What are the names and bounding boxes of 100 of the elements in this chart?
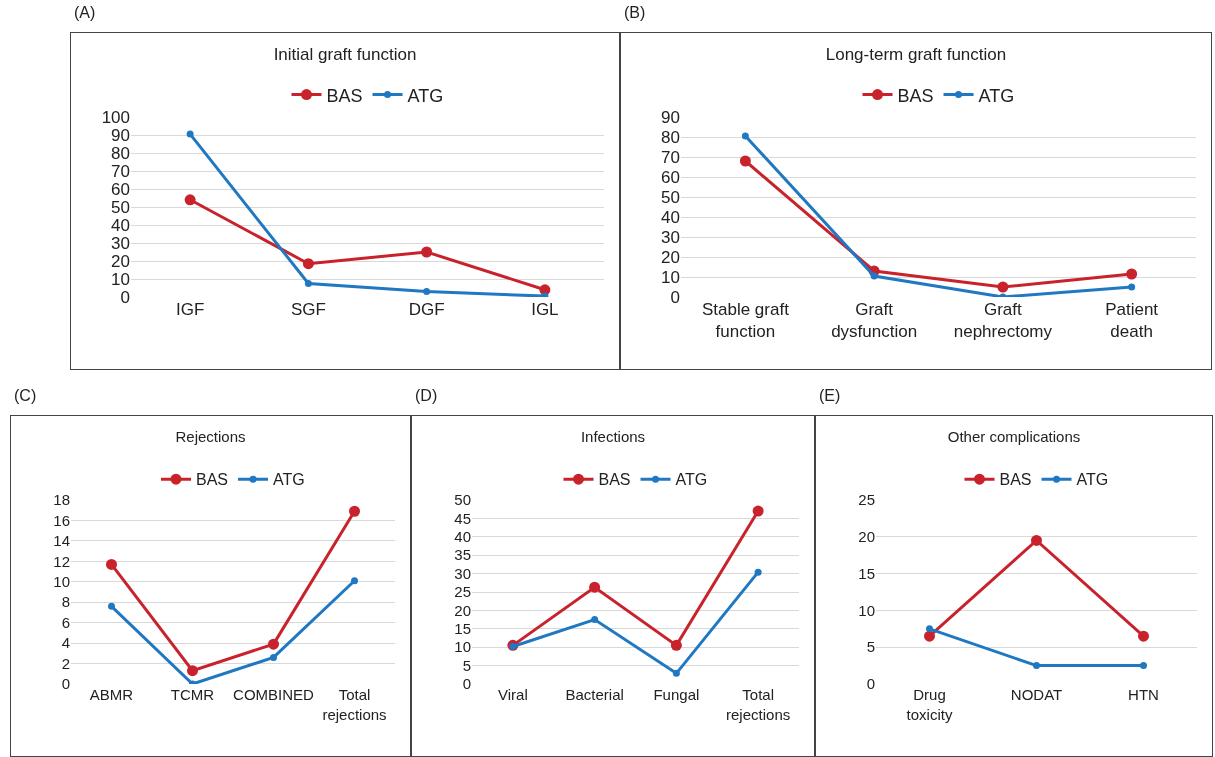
y-tick-label: 10: [53, 573, 70, 591]
legend-label: BAS: [326, 85, 363, 106]
legend-label: ATG: [978, 85, 1015, 106]
point: [187, 665, 198, 677]
point: [421, 246, 433, 258]
point: [752, 505, 764, 517]
y-tick-label: 15: [454, 620, 471, 638]
point: [184, 194, 196, 206]
point: [270, 653, 277, 661]
legend-label: BAS: [999, 471, 1032, 489]
x-tick-label: IGL: [531, 300, 559, 319]
y-tick-label: 50: [454, 491, 471, 509]
chart-title: Other complications: [947, 428, 1081, 446]
x-tick-label: NODAT: [1010, 686, 1063, 703]
y-tick-label: 100: [101, 107, 130, 127]
x-tick-label: Patient death: [1105, 300, 1159, 342]
x-tick-label: Graft dysfunction: [831, 300, 918, 342]
x-tick-label: TCMR: [170, 686, 215, 703]
point: [423, 288, 431, 296]
x-tick-label: Fungal: [653, 686, 700, 703]
point: [106, 558, 117, 570]
legend-label: BAS: [196, 471, 229, 489]
y-tick-label: 8: [61, 593, 70, 611]
y-tick-label: 14: [53, 532, 70, 550]
y-tick-label: 18: [53, 491, 70, 509]
y-tick-label: 0: [670, 287, 680, 307]
point: [754, 568, 762, 576]
legend-label: BAS: [598, 471, 631, 489]
y-tick-label: 0: [462, 675, 471, 693]
point: [739, 155, 751, 167]
x-tick-label: Drug toxicity: [906, 686, 953, 723]
y-tick-label: 20: [454, 601, 471, 619]
point: [670, 639, 682, 651]
x-tick-label: SGF: [290, 300, 326, 319]
x-tick-label: Viral: [498, 686, 528, 703]
point: [589, 581, 601, 593]
y-tick-label: 4: [61, 634, 70, 652]
point: [268, 638, 279, 650]
y-tick-label: 30: [454, 564, 471, 582]
text: (A): [74, 4, 96, 21]
legend-label: ATG: [407, 85, 444, 106]
y-tick-label: 0: [61, 675, 70, 693]
y-tick-label: 6: [61, 613, 70, 631]
x-tick-label: Total rejections: [726, 686, 791, 723]
point: [591, 616, 599, 624]
y-tick-label: 80: [661, 127, 680, 147]
chart-title: Initial graft function: [273, 44, 417, 64]
y-tick-label: 70: [111, 161, 130, 181]
point: [1126, 268, 1138, 280]
y-tick-label: 12: [53, 552, 70, 570]
x-tick-label: ABMR: [89, 686, 134, 703]
point: [186, 130, 194, 138]
y-tick-label: 10: [454, 638, 471, 656]
text: (D): [415, 387, 438, 404]
point: [672, 669, 680, 677]
point: [349, 505, 360, 517]
point: [870, 272, 878, 280]
x-tick-label: HTN: [1128, 686, 1159, 703]
text: (C): [14, 387, 37, 404]
legend-label: ATG: [675, 471, 708, 489]
x-tick-label: Stable graft function: [701, 300, 790, 342]
x-tick-label: DGF: [408, 300, 445, 319]
y-tick-label: 16: [53, 511, 70, 529]
x-tick-label: Graft nephrectomy: [953, 300, 1053, 342]
chart-title: Long-term graft function: [825, 44, 1007, 64]
point: [997, 281, 1009, 293]
x-tick-label: IGF: [175, 300, 205, 319]
point: [1128, 283, 1136, 291]
point: [1140, 662, 1147, 670]
y-tick-label: 50: [111, 197, 130, 217]
legend-label: BAS: [897, 85, 934, 106]
y-tick-label: 5: [866, 638, 875, 656]
point: [926, 625, 933, 633]
y-tick-label: 20: [858, 528, 875, 546]
x-tick-label: COMBINED: [233, 686, 315, 703]
text: (E): [819, 387, 841, 404]
y-tick-label: 45: [454, 509, 471, 527]
y-tick-label: 15: [858, 564, 875, 582]
y-tick-label: 35: [454, 546, 471, 564]
point: [351, 577, 358, 585]
y-tick-label: 30: [661, 227, 680, 247]
y-tick-label: 10: [111, 269, 130, 289]
x-tick-label: Bacterial: [565, 686, 624, 703]
y-tick-label: 90: [661, 107, 680, 127]
point: [1033, 662, 1040, 670]
y-tick-label: 30: [111, 233, 130, 253]
y-tick-label: 0: [866, 675, 875, 693]
y-tick-label: 25: [858, 491, 875, 509]
y-tick-label: 70: [661, 147, 680, 167]
x-tick-label: Total rejections: [322, 686, 387, 723]
y-tick-label: 25: [454, 583, 471, 601]
y-tick-label: 10: [858, 601, 875, 619]
y-tick-label: 10: [661, 267, 680, 287]
text: (B): [624, 4, 646, 21]
y-tick-label: 50: [661, 187, 680, 207]
point: [741, 132, 749, 140]
y-tick-label: 60: [661, 167, 680, 187]
y-tick-label: 20: [111, 251, 130, 271]
chart-title: Rejections: [175, 428, 246, 446]
point: [108, 602, 115, 610]
